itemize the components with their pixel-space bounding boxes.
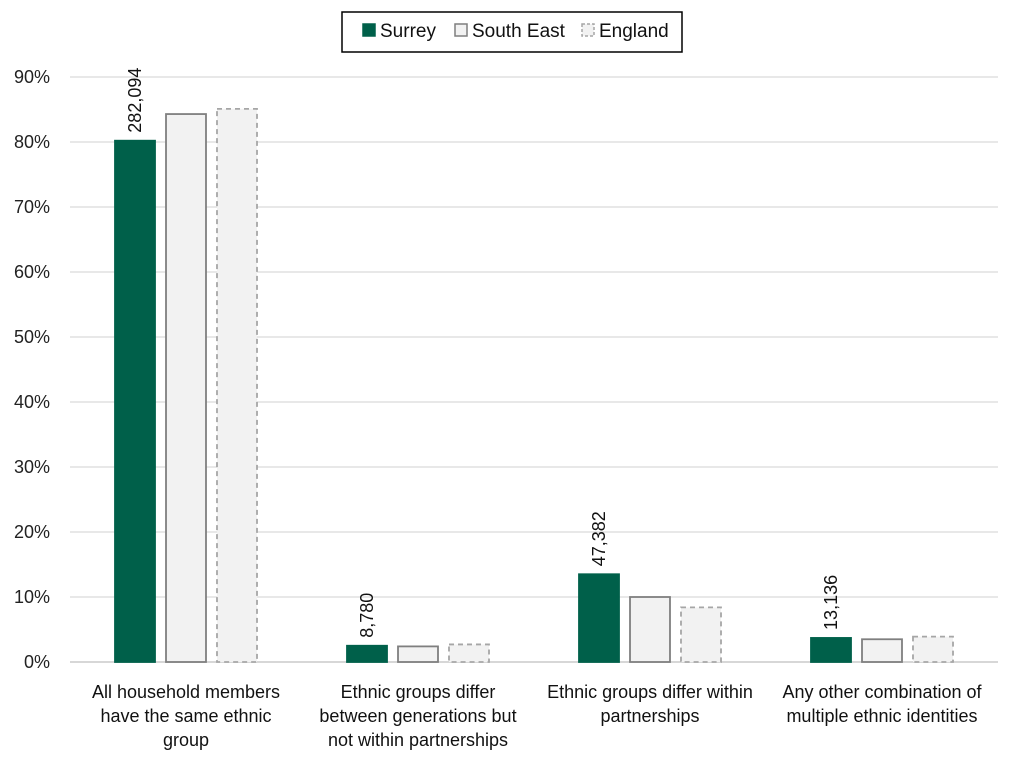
bar-south-east [861,638,903,663]
x-tick-label-line: All household members [92,682,280,702]
legend-label: South East [472,21,566,42]
x-tick-label-line: partnerships [600,706,699,726]
bar-south-east [165,113,207,663]
bars [114,107,954,663]
legend-label: Surrey [380,21,436,42]
y-tick-label: 30% [14,457,50,477]
x-tick-label-line: between generations but [319,706,516,726]
legend-swatch [581,23,595,37]
bar-england [448,643,490,663]
bar-surrey [114,139,156,663]
y-tick-label: 10% [14,587,50,607]
y-tick-label: 0% [24,652,50,672]
data-label: 282,094 [125,68,145,133]
y-axis: 0% 10% 20% 30% 40% 50% 60% 70% 80% 90% [14,67,50,672]
bar-surrey [578,573,620,663]
x-tick-label: Ethnic groups differ within partnerships [547,682,753,726]
y-tick-label: 70% [14,197,50,217]
x-axis: All household members have the same ethni… [92,682,983,750]
x-tick-label: Ethnic groups differ between generations … [319,682,516,750]
legend-swatch [362,23,376,37]
x-tick-label-line: have the same ethnic [100,706,271,726]
y-tick-label: 90% [14,67,50,87]
x-tick-label-line: not within partnerships [328,730,508,750]
bar-surrey [810,637,852,663]
y-tick-label: 40% [14,392,50,412]
bar-england [680,606,722,663]
legend-label: England [599,21,669,42]
data-label: 47,382 [589,511,609,566]
gridlines [70,76,998,663]
x-tick-label: Any other combination of multiple ethnic … [782,682,982,726]
legend-box [341,11,683,53]
x-tick-label-line: multiple ethnic identities [786,706,977,726]
x-tick-label-line: Ethnic groups differ [341,682,496,702]
bar-england [912,635,954,663]
data-label: 13,136 [821,575,841,630]
y-tick-label: 20% [14,522,50,542]
data-label: 8,780 [357,593,377,638]
bar-south-east [629,596,671,663]
x-tick-label-line: Ethnic groups differ within [547,682,753,702]
legend-swatch [454,23,468,37]
y-tick-label: 60% [14,262,50,282]
bar-england [216,107,258,663]
x-tick-label-line: Any other combination of [782,682,982,702]
data-labels: 282,094 8,780 47,382 13,136 [125,68,841,638]
x-tick-label: All household members have the same ethni… [92,682,280,750]
bar-south-east [397,645,439,663]
x-tick-label-line: group [163,730,209,750]
y-tick-label: 80% [14,132,50,152]
y-tick-label: 50% [14,327,50,347]
legend: Surrey South East England [341,11,683,53]
bar-surrey [346,644,388,663]
